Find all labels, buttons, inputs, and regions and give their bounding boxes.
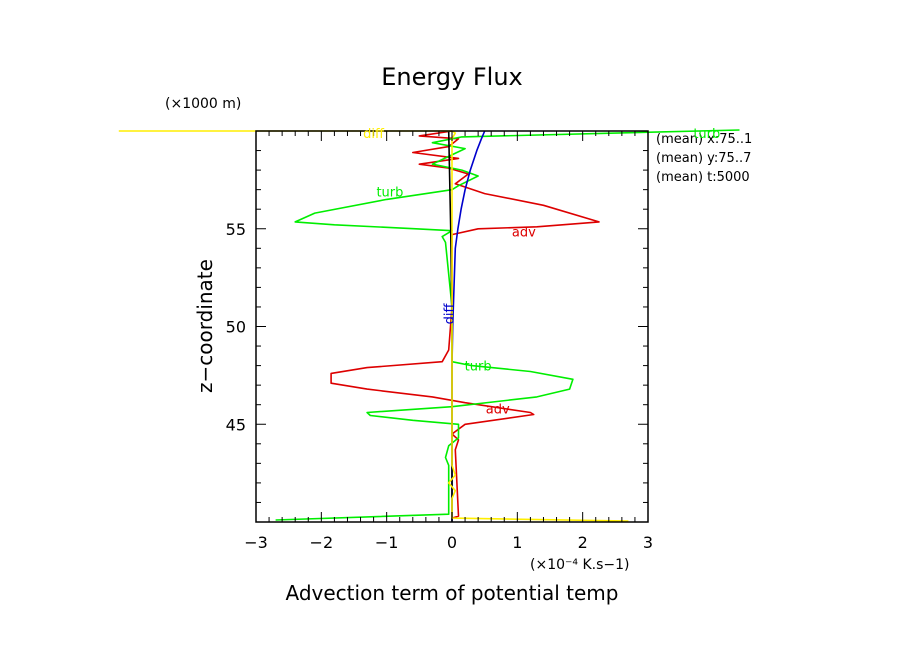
- series-layer: [118, 129, 740, 522]
- axes-layer: −3 −2 −1 0 1 2 3 45 50 55: [226, 130, 653, 552]
- y-tick-label: 50: [226, 318, 246, 337]
- y-tick-label: 45: [226, 415, 246, 434]
- x-tick-label: 0: [447, 533, 457, 552]
- series-labels-layer: adv adv turb turb turb diff diff: [363, 127, 720, 418]
- x-tick-label: −3: [244, 533, 268, 552]
- x-tick-label: 2: [578, 533, 588, 552]
- series-label-turb: turb: [465, 360, 492, 375]
- series-label-adv: adv: [486, 403, 510, 418]
- series-label-adv: adv: [512, 226, 536, 241]
- series-line-turb: [275, 129, 740, 521]
- chart-title: Energy Flux: [381, 63, 523, 91]
- y-axis-label: z−coordinate: [193, 259, 217, 393]
- x-axis-multiplier: (×10⁻⁴ K.s−1): [530, 557, 629, 573]
- series-label-turb: turb: [376, 186, 403, 201]
- series-label-diff: diff: [363, 127, 385, 142]
- mean-annotation-t: (mean) t:5000: [656, 170, 750, 185]
- y-axis-multiplier: (×1000 m): [165, 96, 241, 112]
- series-line-diff: [451, 130, 486, 522]
- x-tick-label: 1: [512, 533, 522, 552]
- series-line-profile-4: [118, 130, 629, 522]
- x-tick-label: −2: [310, 533, 334, 552]
- x-tick-label: 3: [643, 533, 653, 552]
- series-label-diff: diff: [442, 302, 457, 324]
- y-tick-label: 55: [226, 220, 246, 239]
- mean-annotation-x: (mean) x:75..1: [656, 132, 752, 147]
- mean-annotation-y: (mean) y:75..7: [656, 151, 751, 166]
- series-label-turb: turb: [693, 127, 720, 142]
- x-axis-label: Advection term of potential temp: [286, 581, 619, 605]
- x-tick-label: −1: [375, 533, 399, 552]
